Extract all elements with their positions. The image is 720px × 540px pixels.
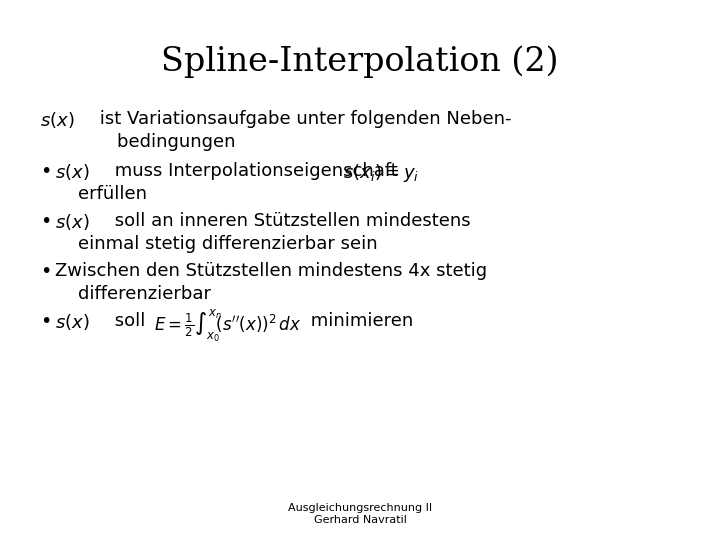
Text: Ausgleichungsrechnung II: Ausgleichungsrechnung II (288, 503, 432, 513)
Text: $s(x_i){=}y_i$: $s(x_i){=}y_i$ (343, 162, 419, 184)
Text: einmal stetig differenzierbar sein: einmal stetig differenzierbar sein (55, 235, 377, 253)
Text: Spline-Interpolation (2): Spline-Interpolation (2) (161, 45, 559, 78)
Text: differenzierbar: differenzierbar (55, 285, 211, 303)
Text: erfüllen: erfüllen (55, 185, 147, 203)
Text: $E=\frac{1}{2}\int_{x_0}^{x_n}\!\!(s''(x))^2\,dx$: $E=\frac{1}{2}\int_{x_0}^{x_n}\!\!(s''(x… (153, 308, 301, 344)
Text: •: • (40, 262, 51, 281)
Text: minimieren: minimieren (305, 312, 413, 330)
Text: •: • (40, 212, 51, 231)
Text: Gerhard Navratil: Gerhard Navratil (314, 515, 406, 525)
Text: •: • (40, 162, 51, 181)
Text: $s(x)$: $s(x)$ (55, 312, 89, 332)
Text: $s(x)$: $s(x)$ (55, 162, 89, 182)
Text: Zwischen den Stützstellen mindestens 4x stetig: Zwischen den Stützstellen mindestens 4x … (55, 262, 487, 280)
Text: •: • (40, 312, 51, 331)
Text: bedingungen: bedingungen (94, 133, 235, 151)
Text: soll an inneren Stützstellen mindestens: soll an inneren Stützstellen mindestens (109, 212, 471, 230)
Text: ist Variationsaufgabe unter folgenden Neben-: ist Variationsaufgabe unter folgenden Ne… (94, 110, 511, 128)
Text: soll: soll (109, 312, 145, 330)
Text: $s(x)$: $s(x)$ (55, 212, 89, 232)
Text: muss Interpolationseigenschaft: muss Interpolationseigenschaft (109, 162, 403, 180)
Text: $s(x)$: $s(x)$ (40, 110, 74, 130)
